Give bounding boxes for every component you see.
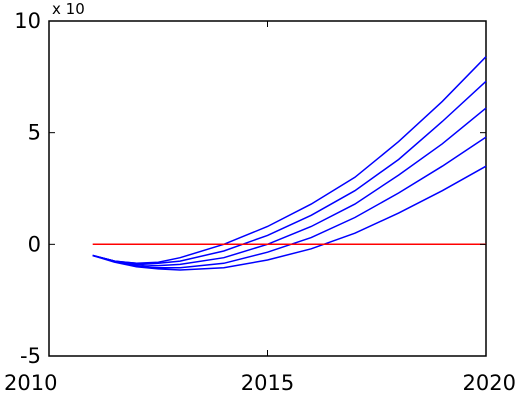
y-axis-ticks: -5 0 5 10 [14,9,486,368]
x-tick-label: 2015 [241,371,294,395]
plot-area [48,20,487,357]
y-axis-multiplier: x 10 [52,0,85,18]
y-tick-label: 0 [28,232,41,256]
y-tick-label: 10 [14,9,41,33]
series-line-4 [92,136,487,269]
series-line-2 [92,80,487,265]
series-line-3 [92,107,487,267]
y-tick-label: -5 [20,344,41,368]
series-layer [92,56,487,271]
series-line-5 [92,165,487,271]
x-tick-label: 2010 [4,371,57,395]
y-tick-label: 5 [28,121,41,145]
x-tick-label: 2020 [463,371,516,395]
x-axis-ticks: 2010 2015 2020 [4,21,516,395]
